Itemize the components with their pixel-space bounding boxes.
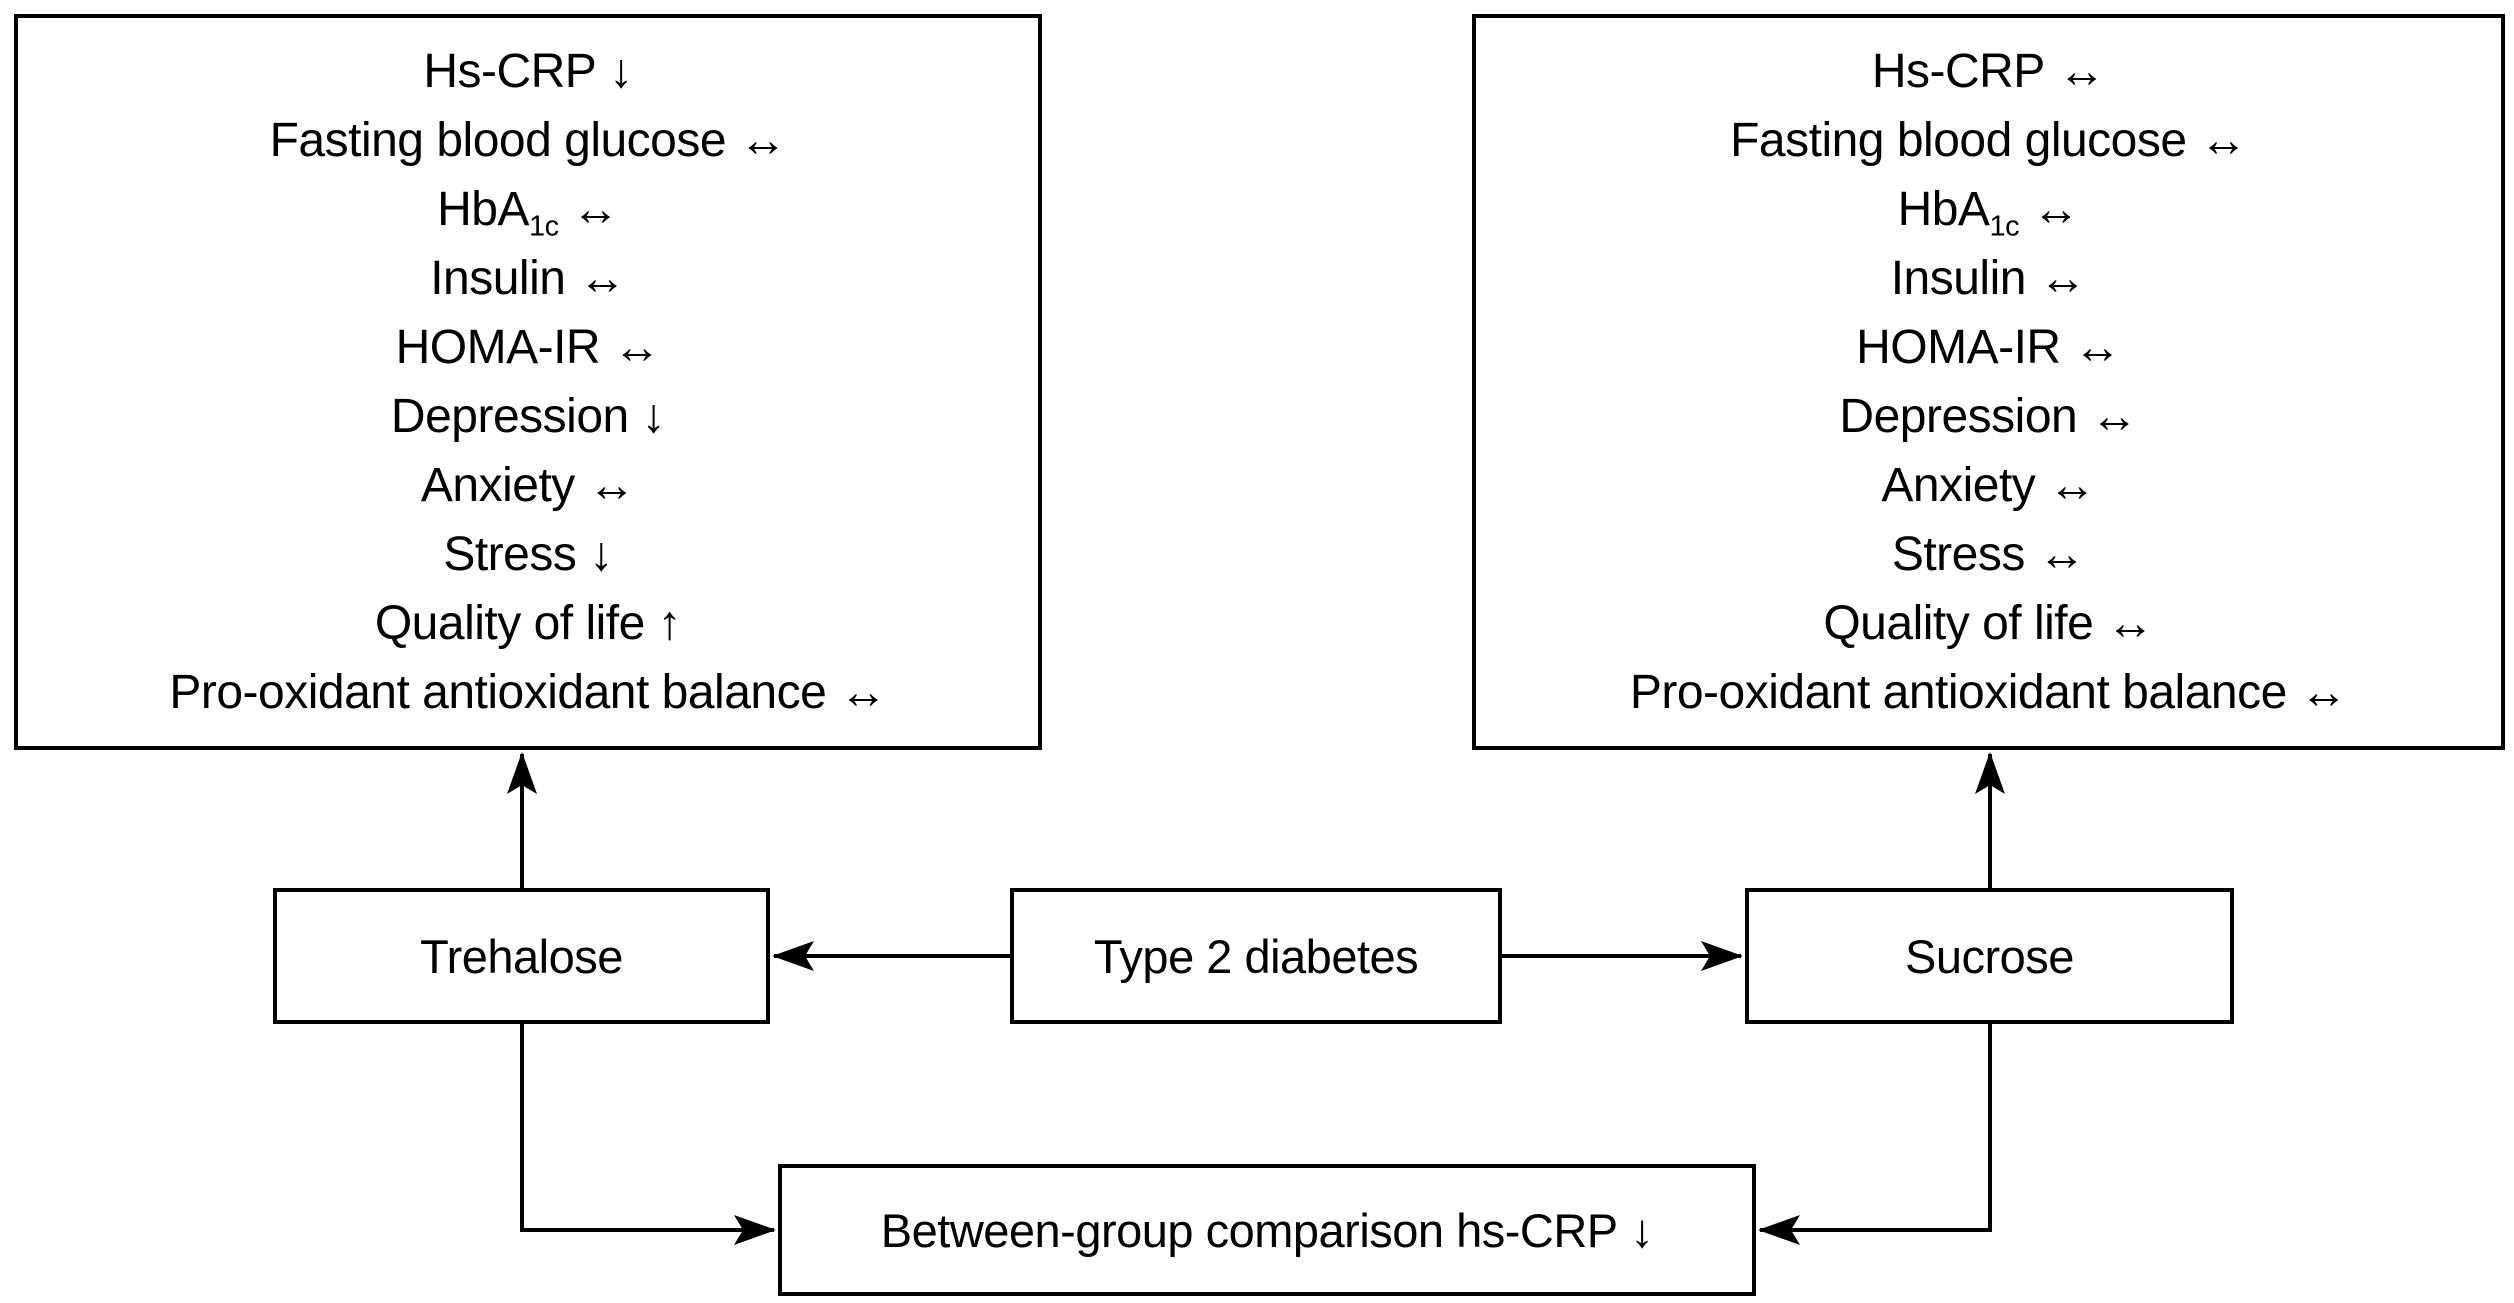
outcome-line: Depression ↓ [18, 382, 1038, 451]
outcome-label: HbA [437, 183, 529, 236]
trend-arrow-icon: ↔ [2199, 114, 2247, 167]
outcome-label: HOMA-IR [395, 321, 601, 374]
trend-arrow-icon: ↓ [641, 390, 666, 443]
outcome-label: Insulin [430, 252, 566, 305]
outcome-line: Pro-oxidant antioxidant balance ↔ [1476, 658, 2501, 727]
trehalose-node-label: Trehalose [420, 929, 623, 983]
trend-arrow-icon: ↔ [738, 114, 787, 167]
arrow-trehalose-to-comparison-icon [520, 1024, 776, 1245]
outcome-label: Depression [390, 390, 629, 443]
trend-arrow-icon: ↑ [657, 597, 682, 650]
trend-arrow-icon: ↔ [2299, 666, 2348, 719]
sucrose-node-box: Sucrose [1745, 888, 2234, 1024]
trend-arrow-icon: ↔ [2031, 183, 2080, 236]
outcome-label: Fasting blood glucose [1730, 114, 2187, 167]
outcome-label: Anxiety [420, 459, 575, 512]
trend-arrow-icon: ↓ [1630, 1203, 1654, 1257]
trehalose-node-box: Trehalose [273, 888, 770, 1024]
outcome-line: Hs-CRP ↔ [1476, 37, 2501, 106]
outcome-label: Hs-CRP [423, 45, 597, 98]
sucrose-node-label: Sucrose [1905, 929, 2074, 983]
outcome-line: Anxiety ↔ [1476, 451, 2501, 520]
trend-arrow-icon: ↓ [589, 528, 613, 581]
outcome-line: Insulin ↔ [1476, 244, 2501, 313]
outcome-line: Quality of life ↔ [1476, 589, 2501, 658]
trend-arrow-icon: ↔ [2057, 45, 2106, 98]
outcome-label: HbA [1897, 183, 1990, 236]
outcome-label: Stress [443, 528, 577, 581]
outcome-line: Fasting blood glucose ↔ [18, 106, 1038, 175]
outcome-label: Fasting blood glucose [269, 114, 727, 167]
trend-arrow-icon: ↓ [609, 45, 633, 98]
outcome-line: Hs-CRP ↓ [18, 37, 1038, 106]
between-group-comparison-box: Between-group comparison hs-CRP ↓ [778, 1164, 1756, 1296]
trend-arrow-icon: ↔ [2048, 459, 2096, 512]
trend-arrow-icon: ↔ [612, 321, 661, 374]
trend-arrow-icon: ↔ [571, 183, 619, 236]
outcome-line: Stress ↔ [1476, 520, 2501, 589]
outcome-label: Hs-CRP [1871, 45, 2046, 98]
outcome-line: HbA1c ↔ [18, 175, 1038, 244]
trend-arrow-icon: ↔ [2038, 252, 2087, 305]
outcome-line: Insulin ↔ [18, 244, 1038, 313]
outcome-line: Fasting blood glucose ↔ [1476, 106, 2501, 175]
outcome-line: HOMA-IR ↔ [18, 313, 1038, 382]
outcome-label: Insulin [1890, 252, 2027, 305]
outcome-line: HbA1c ↔ [1476, 175, 2501, 244]
sucrose-outcomes-box: Hs-CRP ↔ Fasting blood glucose ↔ HbA1c ↔… [1472, 14, 2505, 750]
comparison-label: Between-group comparison hs-CRP [880, 1203, 1618, 1257]
outcome-line: Depression ↔ [1476, 382, 2501, 451]
outcome-subscript: 1c [528, 210, 559, 243]
outcome-label: Quality of life [1823, 597, 2094, 650]
trend-arrow-icon: ↔ [2037, 528, 2086, 581]
outcome-label: Anxiety [1881, 459, 2036, 512]
trehalose-outcomes-box: Hs-CRP ↓ Fasting blood glucose ↔ HbA1c ↔… [14, 14, 1042, 750]
trend-arrow-icon: ↔ [587, 459, 636, 512]
outcome-label: Depression [1839, 390, 2078, 443]
outcome-label: Quality of life [374, 597, 645, 650]
type-2-diabetes-node-box: Type 2 diabetes [1010, 888, 1502, 1024]
outcome-label: Pro-oxidant antioxidant balance [1629, 666, 2287, 719]
type-2-diabetes-node-label: Type 2 diabetes [1093, 929, 1419, 983]
trend-arrow-icon: ↔ [839, 666, 887, 719]
trend-arrow-icon: ↔ [2090, 390, 2138, 443]
trend-arrow-icon: ↔ [578, 252, 626, 305]
trend-arrow-icon: ↔ [2106, 597, 2154, 650]
outcome-line: Stress ↓ [18, 520, 1038, 589]
outcome-line: Anxiety ↔ [18, 451, 1038, 520]
arrow-sucrose-to-comparison-icon [1758, 1024, 1992, 1245]
outcome-label: Pro-oxidant antioxidant balance [169, 666, 827, 719]
outcome-label: HOMA-IR [1856, 321, 2061, 374]
outcome-line: HOMA-IR ↔ [1476, 313, 2501, 382]
outcome-label: Stress [1891, 528, 2026, 581]
outcome-line: Pro-oxidant antioxidant balance ↔ [18, 658, 1038, 727]
outcome-subscript: 1c [1989, 210, 2020, 243]
trend-arrow-icon: ↔ [2073, 321, 2121, 374]
outcome-line: Quality of life ↑ [18, 589, 1038, 658]
